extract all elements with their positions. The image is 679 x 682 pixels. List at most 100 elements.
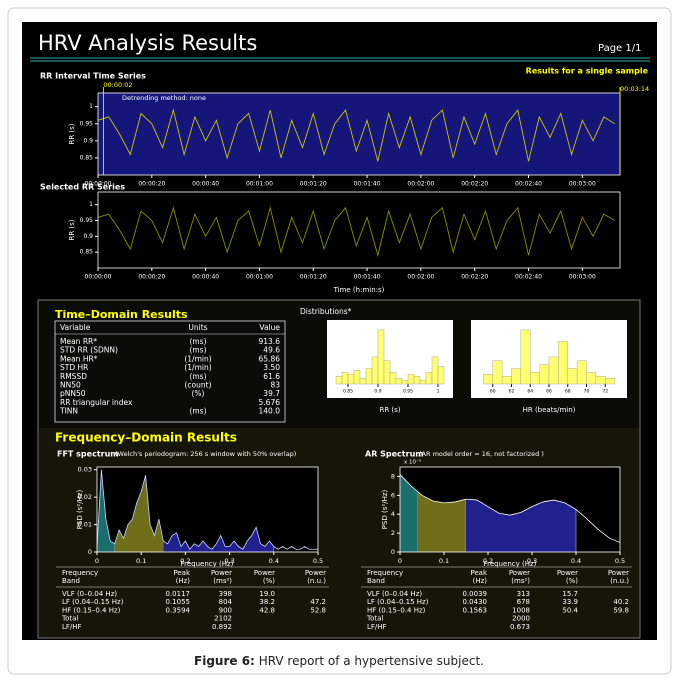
column-header: Band (367, 577, 385, 585)
table-cell: 0.3594 (166, 606, 191, 614)
table-cell: 39.7 (263, 389, 280, 398)
chart-title: Selected RR Series (40, 183, 125, 192)
histogram-bar (483, 374, 493, 385)
x-tick-label: 0.3 (224, 557, 234, 565)
table-cell: 47.2 (310, 598, 326, 606)
y-tick-label: 0.01 (78, 521, 92, 529)
table-cell: (ms) (189, 337, 206, 346)
table-cell: 40.2 (613, 598, 629, 606)
column-header: Power (557, 569, 578, 577)
table-cell: 1008 (512, 606, 530, 614)
table-cell: Total (366, 615, 383, 623)
table-cell: (ms) (189, 346, 206, 355)
y-tick-label: 4 (391, 510, 395, 518)
x-tick-label: 0 (95, 557, 99, 565)
x-tick-label: 1 (437, 389, 440, 395)
x-axis-label: Frequency (Hz) (181, 560, 234, 568)
table-cell: 913.6 (259, 337, 281, 346)
x-tick-label: 0.4 (269, 557, 279, 565)
x-tick-label: 00:01:00 (246, 274, 273, 281)
y-tick-label: 0.85 (80, 154, 94, 161)
table-cell: Total (61, 615, 78, 623)
y-axis-label: RR (s) (68, 123, 76, 144)
spectrum-line (399, 474, 621, 543)
plot-frame (97, 191, 621, 269)
column-header: Peak (173, 569, 191, 577)
histogram-bar (365, 368, 373, 385)
x-tick-label: 00:01:00 (246, 181, 273, 188)
histogram-bar (413, 376, 421, 385)
table-cell: LF (0.04–0.15 Hz) (367, 598, 429, 606)
histogram-bar (401, 379, 409, 385)
table-cell: NN50 (60, 381, 81, 390)
table-cell: 61.6 (263, 372, 280, 381)
column-header: Band (62, 577, 80, 585)
column-header: Power (211, 569, 232, 577)
table-cell: 804 (219, 598, 233, 606)
histogram-bar (431, 356, 439, 385)
table-cell: 2102 (214, 615, 232, 623)
table-cell: 83 (270, 381, 280, 390)
plot-area (98, 192, 620, 268)
table-cell: 678 (517, 598, 530, 606)
spectrum-line (96, 469, 318, 550)
histogram-bar (511, 368, 522, 385)
table-cell: STD HR (60, 363, 88, 372)
page-number: Page 1/1 (598, 43, 641, 54)
table-cell: VLF (0–0.04 Hz) (367, 590, 422, 598)
section-title: Frequency–Domain Results (55, 431, 237, 445)
histogram-bar (395, 378, 403, 385)
table-cell: 0.1563 (463, 606, 488, 614)
x-tick-label: 00:00:20 (138, 274, 165, 281)
x-tick-label: 0 (398, 557, 402, 565)
table-cell: 5.676 (259, 398, 281, 407)
column-header: Variable (60, 323, 91, 332)
table-cell: 50.4 (562, 606, 578, 614)
band-area (114, 475, 164, 552)
column-header: Peak (470, 569, 488, 577)
x-tick-label: 00:01:20 (300, 274, 327, 281)
histogram-bar (595, 376, 606, 385)
table-cell: LF/HF (367, 623, 387, 631)
table-cell: 3.50 (263, 363, 280, 372)
column-header: (n.u.) (610, 577, 629, 585)
table-cell: (1/min) (184, 363, 211, 372)
y-tick-label: 0.02 (78, 493, 92, 501)
table-cell: HF (0.15–0.4 Hz) (367, 606, 426, 614)
y-tick-label: 0.95 (80, 217, 94, 224)
table-cell: 15.7 (562, 590, 578, 598)
column-header: Frequency (367, 569, 403, 577)
x-tick-label: 72 (602, 389, 608, 395)
y-tick-label: 0.9 (83, 233, 93, 240)
x-tick-label: 00:00:20 (138, 181, 165, 188)
table-cell: (1/min) (184, 354, 211, 363)
histogram-bar (520, 329, 531, 385)
table-cell: 19.0 (259, 590, 275, 598)
x-tick-label: 00:02:40 (515, 274, 542, 281)
x-tick-label: 00:00:40 (192, 274, 219, 281)
column-header: Value (259, 323, 280, 332)
table-cell: LF (0.04–0.15 Hz) (62, 598, 124, 606)
histogram-bar (501, 376, 512, 385)
column-header: (%) (566, 577, 578, 585)
y-axis-label: RR (s) (68, 219, 76, 240)
x-tick-label: 00:01:40 (354, 274, 381, 281)
x-tick-label: 62 (509, 389, 515, 395)
x-tick-label: 00:01:40 (354, 181, 381, 188)
column-header: Power (254, 569, 275, 577)
annotation: Detrending method: none (122, 94, 206, 102)
histogram-bar (389, 372, 397, 385)
chart-title: FFT spectrum (57, 450, 119, 459)
x-tick-label: 64 (527, 389, 533, 395)
y-tick-label: 0.9 (83, 137, 93, 144)
table-cell: 140.0 (259, 407, 281, 416)
table-cell: 49.6 (263, 346, 280, 355)
table-cell: 65.86 (259, 354, 281, 363)
histogram-bar (567, 368, 578, 385)
histogram-bar (335, 376, 343, 385)
table-cell: 42.8 (259, 606, 275, 614)
table-cell: 398 (219, 590, 232, 598)
table-cell: 900 (219, 606, 232, 614)
x-tick-label: 00:02:00 (407, 181, 434, 188)
